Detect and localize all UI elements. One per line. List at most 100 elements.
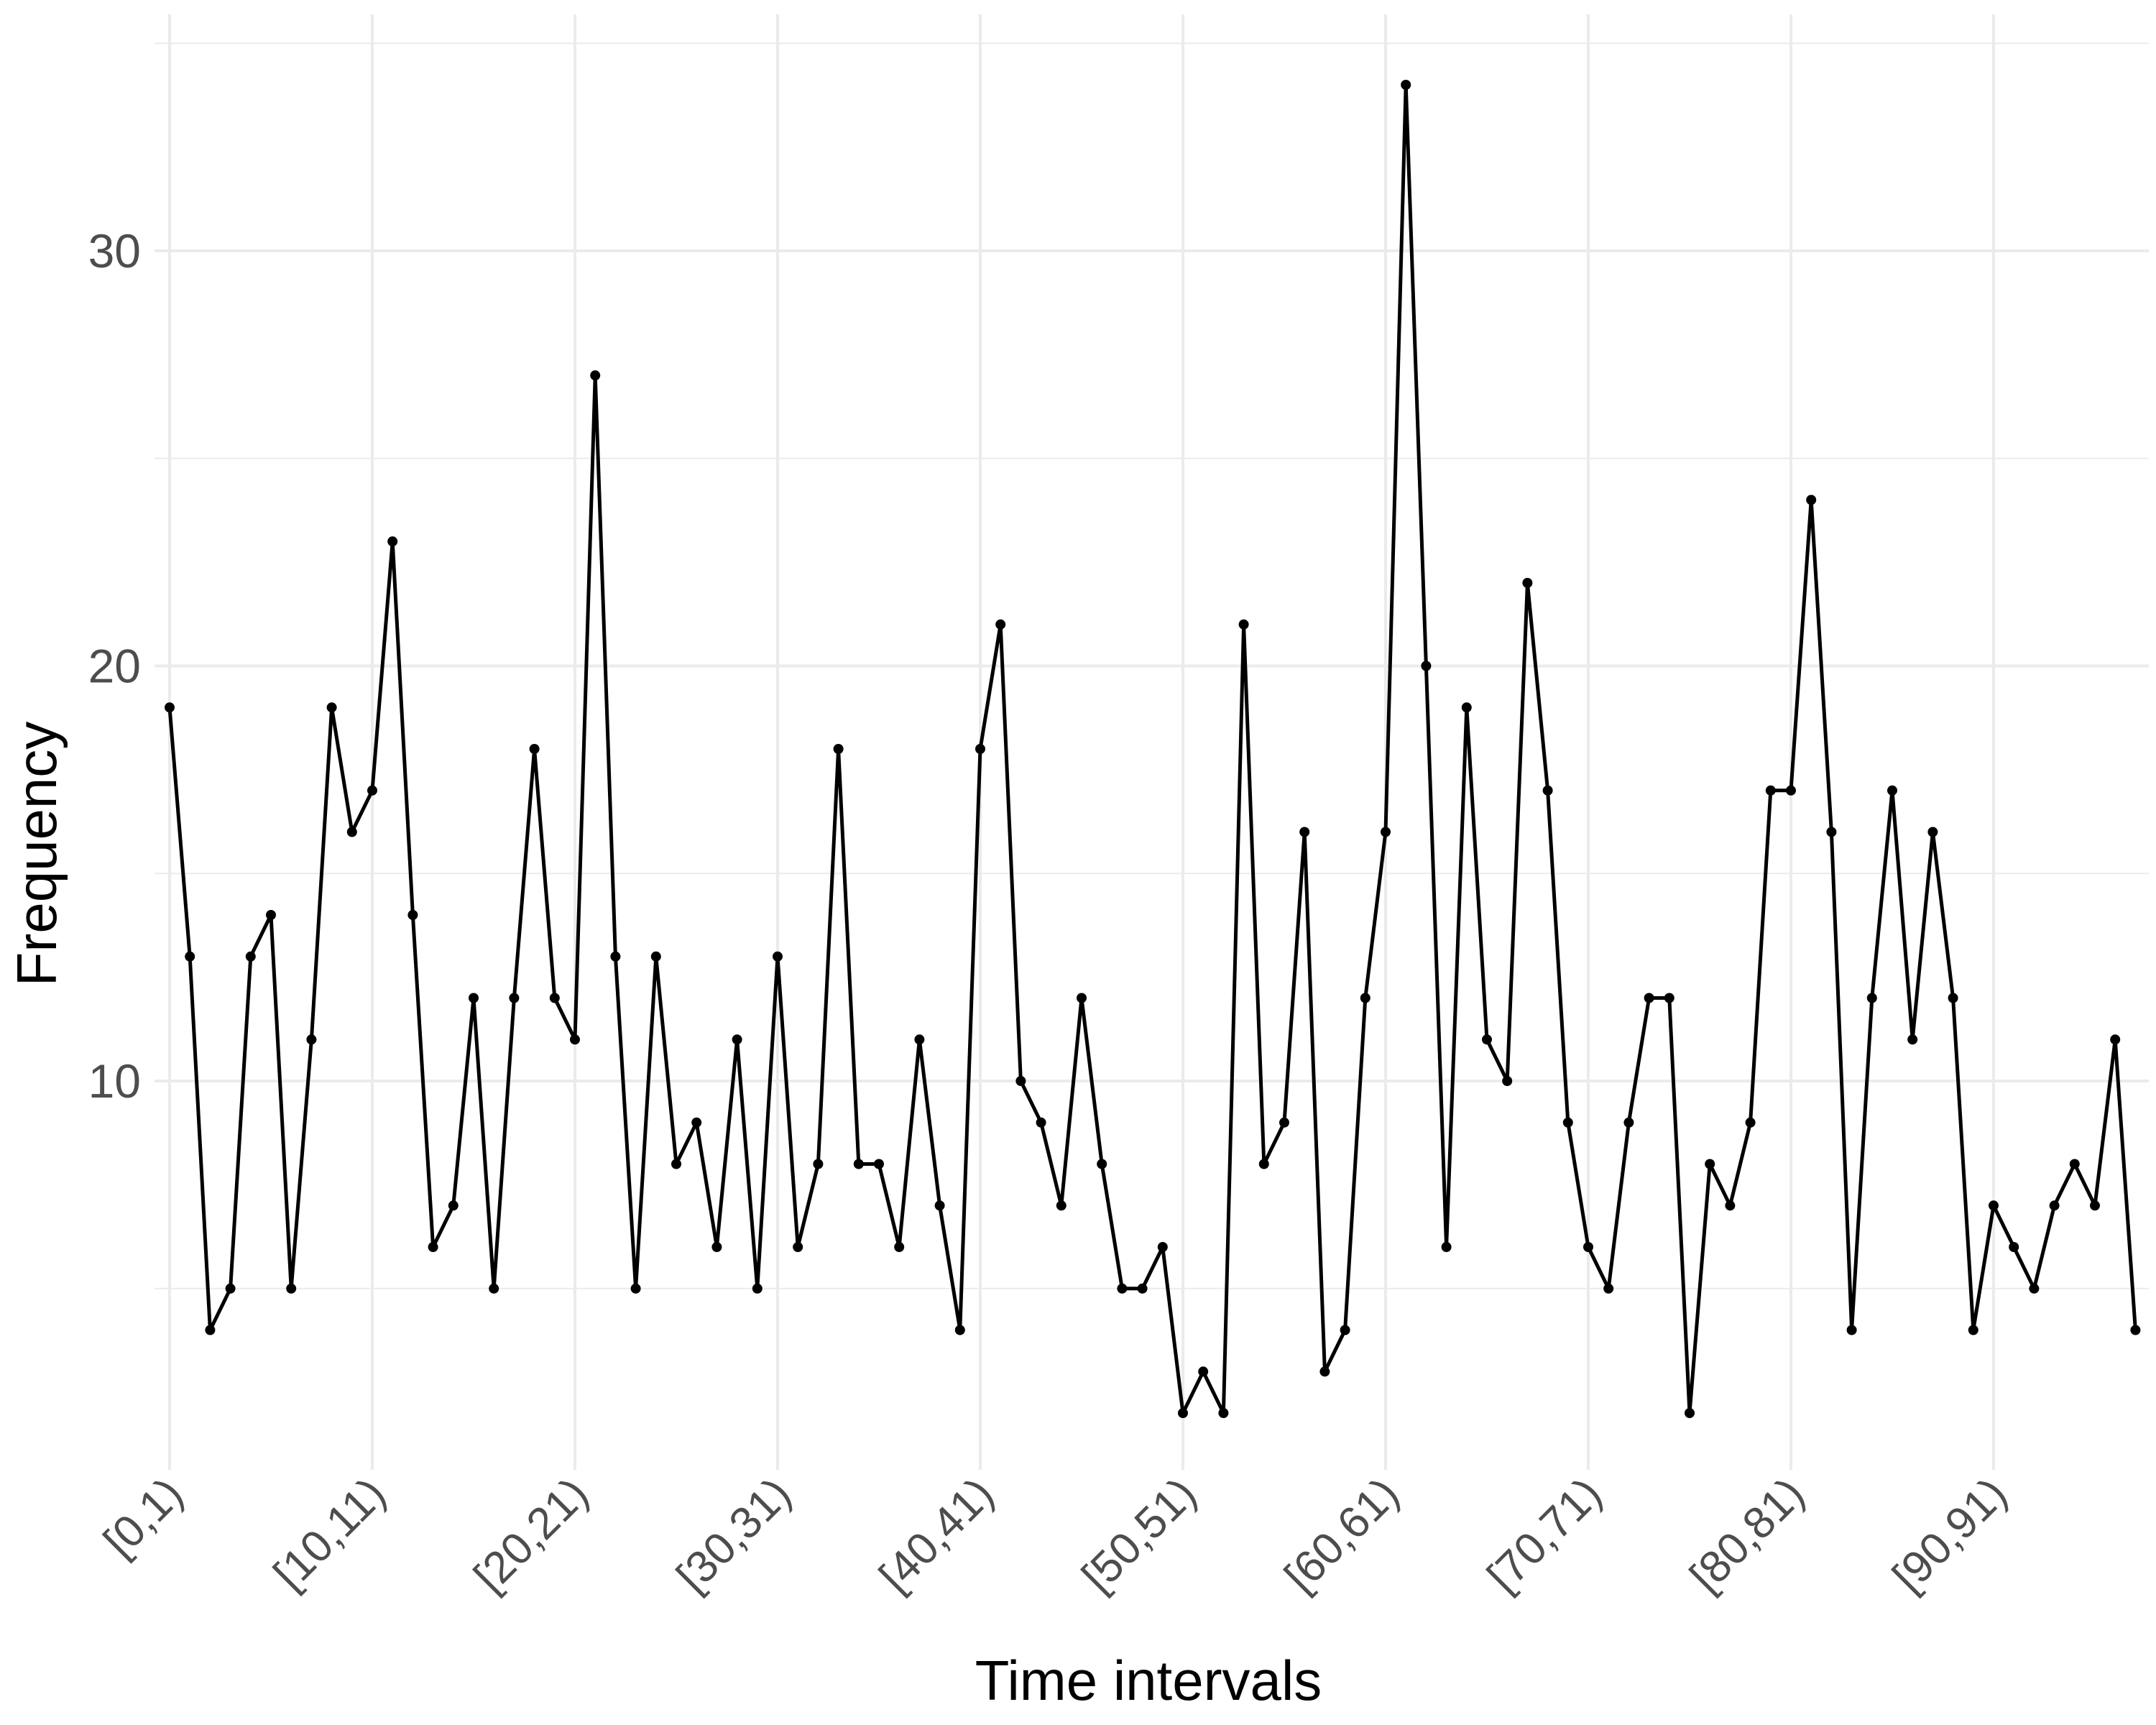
data-point-33	[833, 744, 844, 754]
x-axis-tick-labels: [0,1) [10,11) [20,21) [30,31) [40,41) [50,51)…	[94, 1468, 2017, 1601]
data-point-6	[286, 1283, 297, 1294]
data-point-94	[2069, 1159, 2080, 1169]
data-point-84	[1866, 993, 1877, 1003]
data-point-2	[205, 1325, 216, 1335]
data-point-0	[165, 702, 175, 713]
data-point-54	[1258, 1159, 1269, 1169]
data-point-1	[185, 951, 195, 962]
x-tick-label-7: [70,71)	[1478, 1468, 1611, 1601]
data-point-53	[1238, 619, 1249, 630]
data-point-8	[326, 702, 337, 713]
data-points	[165, 80, 2141, 1418]
y-tick-label-1: 20	[88, 640, 141, 693]
data-point-68	[1542, 785, 1553, 796]
data-point-50	[1178, 1408, 1188, 1418]
series-line	[167, 83, 2137, 1415]
x-tick-label-4: [40,41)	[870, 1468, 1003, 1601]
data-point-63	[1441, 1242, 1452, 1252]
data-point-34	[853, 1159, 864, 1169]
x-tick-label-8: [80,81)	[1681, 1468, 1814, 1601]
data-point-97	[2130, 1325, 2141, 1335]
data-point-30	[773, 951, 783, 962]
x-tick-label-9: [90,91)	[1884, 1468, 2017, 1601]
data-point-14	[448, 1200, 459, 1211]
data-point-51	[1198, 1366, 1209, 1377]
x-tick-label-6: [60,61)	[1276, 1468, 1409, 1601]
data-point-76	[1705, 1159, 1715, 1169]
x-tick-label-3: [30,31)	[668, 1468, 801, 1601]
series-layer	[167, 83, 2137, 1415]
data-point-92	[2029, 1283, 2040, 1294]
data-point-90	[1989, 1200, 1999, 1211]
data-point-78	[1745, 1117, 1756, 1128]
data-point-9	[346, 827, 357, 837]
data-point-56	[1299, 827, 1310, 837]
data-point-74	[1664, 993, 1674, 1003]
data-point-35	[874, 1159, 884, 1169]
data-point-24	[650, 951, 661, 962]
data-point-61	[1401, 80, 1411, 90]
data-point-73	[1644, 993, 1654, 1003]
data-point-80	[1786, 785, 1796, 796]
major-gridlines	[155, 14, 2149, 1470]
data-point-57	[1319, 1366, 1330, 1377]
data-point-37	[914, 1034, 925, 1045]
y-axis-tick-labels: 10 20 30	[88, 224, 141, 1108]
data-point-88	[1948, 993, 1958, 1003]
data-point-47	[1117, 1283, 1128, 1294]
data-point-39	[954, 1325, 965, 1335]
data-point-40	[975, 744, 985, 754]
data-point-86	[1907, 1034, 1918, 1045]
data-point-19	[549, 993, 560, 1003]
data-point-20	[570, 1034, 580, 1045]
x-axis-title: Time intervals	[975, 1649, 1322, 1712]
data-point-55	[1279, 1117, 1289, 1128]
x-tick-label-0: [0,1)	[94, 1468, 193, 1567]
data-point-4	[245, 951, 256, 962]
data-point-58	[1340, 1325, 1350, 1335]
data-point-82	[1826, 827, 1837, 837]
data-point-10	[367, 785, 377, 796]
data-point-12	[407, 910, 418, 920]
data-point-70	[1583, 1242, 1593, 1252]
data-point-65	[1482, 1034, 1492, 1045]
data-point-60	[1381, 827, 1391, 837]
data-point-85	[1887, 785, 1897, 796]
x-tick-label-5: [50,51)	[1073, 1468, 1206, 1601]
data-point-67	[1522, 578, 1533, 588]
data-point-59	[1360, 993, 1370, 1003]
data-point-95	[2090, 1200, 2100, 1211]
data-point-83	[1846, 1325, 1857, 1335]
data-point-52	[1218, 1408, 1229, 1418]
data-point-22	[610, 951, 621, 962]
data-point-21	[590, 370, 601, 381]
data-point-41	[995, 619, 1006, 630]
data-point-15	[469, 993, 479, 1003]
data-point-38	[934, 1200, 945, 1211]
data-point-13	[428, 1242, 438, 1252]
data-point-3	[225, 1283, 236, 1294]
data-point-45	[1077, 993, 1087, 1003]
data-point-23	[630, 1283, 641, 1294]
data-point-48	[1137, 1283, 1148, 1294]
x-tick-label-1: [10,11)	[264, 1468, 395, 1599]
data-point-79	[1765, 785, 1776, 796]
data-point-71	[1603, 1283, 1614, 1294]
data-point-5	[266, 910, 276, 920]
data-point-29	[752, 1283, 763, 1294]
data-point-72	[1623, 1117, 1634, 1128]
data-point-25	[671, 1159, 681, 1169]
data-point-81	[1806, 494, 1817, 505]
x-tick-label-2: [20,21)	[465, 1468, 598, 1601]
y-tick-label-2: 30	[88, 224, 141, 277]
data-point-26	[691, 1117, 702, 1128]
data-point-31	[793, 1242, 803, 1252]
data-point-91	[2009, 1242, 2019, 1252]
data-point-16	[489, 1283, 499, 1294]
data-point-87	[1927, 827, 1938, 837]
data-point-77	[1725, 1200, 1736, 1211]
data-point-64	[1461, 702, 1472, 713]
data-point-75	[1685, 1408, 1695, 1418]
data-point-36	[894, 1242, 905, 1252]
